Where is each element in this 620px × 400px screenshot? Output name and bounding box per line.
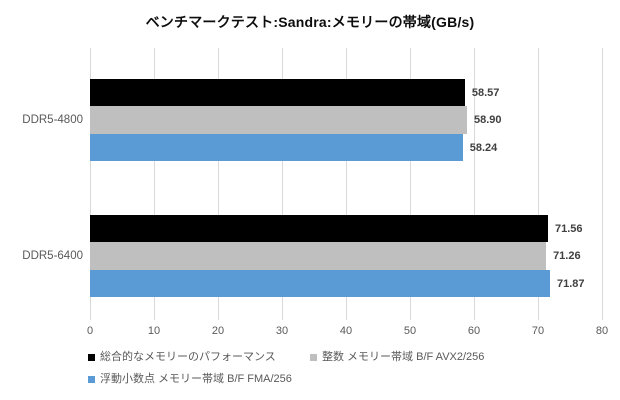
chart-title: ベンチマークテスト:Sandra:メモリーの帯域(GB/s) bbox=[145, 14, 475, 30]
category-label-DDR5-6400: DDR5-6400 bbox=[22, 250, 83, 262]
legend-swatch-icon bbox=[310, 354, 317, 361]
bar-DDR5-4800-series1 bbox=[90, 106, 467, 134]
plot-area bbox=[89, 48, 603, 320]
legend-label: 総合的なメモリーのパフォーマンス bbox=[100, 351, 276, 363]
value-label: 58.24 bbox=[469, 141, 498, 154]
gridline bbox=[153, 48, 155, 320]
gridline bbox=[409, 48, 411, 320]
legend-swatch-icon bbox=[88, 354, 95, 361]
gridline bbox=[537, 48, 539, 320]
bar-DDR5-4800-series0 bbox=[90, 78, 465, 107]
legend-label: 整数 メモリー帯域 B/F AVX2/256 bbox=[322, 351, 485, 363]
value-label: 58.57 bbox=[471, 86, 500, 99]
value-label: 71.26 bbox=[553, 250, 581, 262]
value-label: 71.87 bbox=[556, 277, 585, 290]
legend-item-series0: 総合的なメモリーのパフォーマンス bbox=[88, 350, 310, 365]
x-tick-label-50: 50 bbox=[403, 325, 417, 337]
x-tick-label-0: 0 bbox=[86, 325, 94, 337]
gridline bbox=[89, 48, 91, 320]
bar-DDR5-6400-series2 bbox=[90, 269, 550, 298]
x-tick-label-20: 20 bbox=[211, 325, 225, 337]
legend-item-series1: 整数 メモリー帯域 B/F AVX2/256 bbox=[310, 350, 558, 365]
gridline bbox=[473, 48, 475, 320]
x-tick-label-80: 80 bbox=[595, 325, 609, 337]
x-tick-label-30: 30 bbox=[275, 325, 289, 337]
value-label: 71.56 bbox=[554, 222, 583, 235]
bar-DDR5-4800-series2 bbox=[90, 133, 463, 162]
bar-DDR5-6400-series0 bbox=[90, 214, 548, 243]
gridline bbox=[345, 48, 347, 320]
gridline bbox=[281, 48, 283, 320]
x-tick-label-10: 10 bbox=[147, 325, 161, 337]
gridline bbox=[217, 48, 219, 320]
gridline bbox=[601, 48, 603, 320]
legend: 総合的なメモリーのパフォーマンス 整数 メモリー帯域 B/F AVX2/256 浮動… bbox=[88, 350, 558, 387]
legend-item-series2: 浮動小数点 メモリー帯域 B/F FMA/256 bbox=[88, 372, 310, 387]
x-tick-label-40: 40 bbox=[339, 325, 353, 337]
value-label: 58.90 bbox=[473, 114, 502, 126]
legend-swatch-icon bbox=[88, 376, 95, 383]
bar-DDR5-6400-series1 bbox=[90, 242, 547, 270]
x-tick-label-70: 70 bbox=[531, 325, 545, 337]
legend-label: 浮動小数点 メモリー帯域 B/F FMA/256 bbox=[100, 373, 292, 385]
x-tick-label-60: 60 bbox=[467, 325, 481, 337]
category-label-DDR5-4800: DDR5-4800 bbox=[22, 114, 83, 126]
